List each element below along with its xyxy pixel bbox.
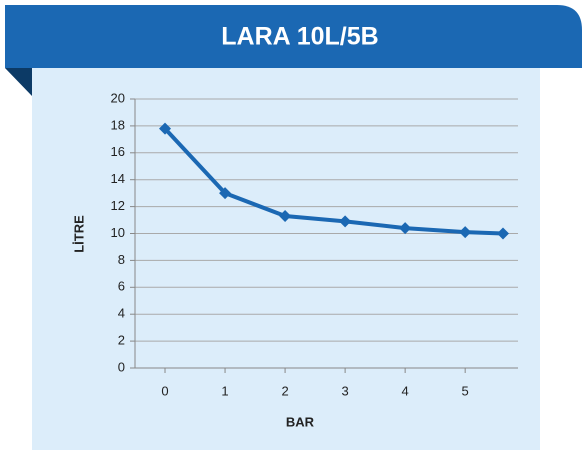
x-tick-label: 4 [402, 383, 409, 398]
y-axis-label: LİTRE [71, 215, 86, 253]
data-point [279, 210, 292, 223]
panel [32, 68, 540, 450]
y-tick-label: 0 [118, 359, 125, 374]
y-tick-label: 10 [111, 225, 125, 240]
banner [5, 5, 582, 68]
y-tick-label: 4 [118, 306, 125, 321]
y-tick-label: 12 [111, 198, 125, 213]
y-tick-label: 18 [111, 117, 125, 132]
data-point [159, 122, 172, 135]
banner-fold [5, 68, 32, 96]
data-point [219, 187, 232, 200]
y-tick-label: 14 [111, 171, 125, 186]
data-point [496, 227, 509, 240]
chart-title: LARA 10L/5B [221, 23, 378, 51]
data-point [459, 226, 472, 239]
x-tick-label: 2 [281, 383, 288, 398]
y-tick-label: 2 [118, 333, 125, 348]
data-point [399, 222, 412, 235]
y-tick-label: 16 [111, 144, 125, 159]
y-tick-label: 8 [118, 252, 125, 267]
y-tick-label: 6 [118, 279, 125, 294]
data-point [339, 215, 352, 228]
y-tick-label: 20 [111, 90, 125, 105]
x-tick-label: 5 [462, 383, 469, 398]
x-tick-label: 0 [161, 383, 168, 398]
x-axis-label: BAR [286, 414, 315, 429]
x-tick-label: 1 [221, 383, 228, 398]
x-tick-label: 3 [341, 383, 348, 398]
